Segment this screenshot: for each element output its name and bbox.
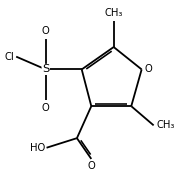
Text: O: O	[42, 26, 50, 36]
Text: O: O	[145, 64, 153, 74]
Text: S: S	[42, 64, 49, 74]
Text: Cl: Cl	[5, 52, 15, 62]
Text: CH₃: CH₃	[105, 8, 123, 18]
Text: O: O	[42, 103, 50, 113]
Text: HO: HO	[30, 143, 45, 153]
Text: CH₃: CH₃	[157, 120, 175, 130]
Text: O: O	[88, 161, 95, 171]
